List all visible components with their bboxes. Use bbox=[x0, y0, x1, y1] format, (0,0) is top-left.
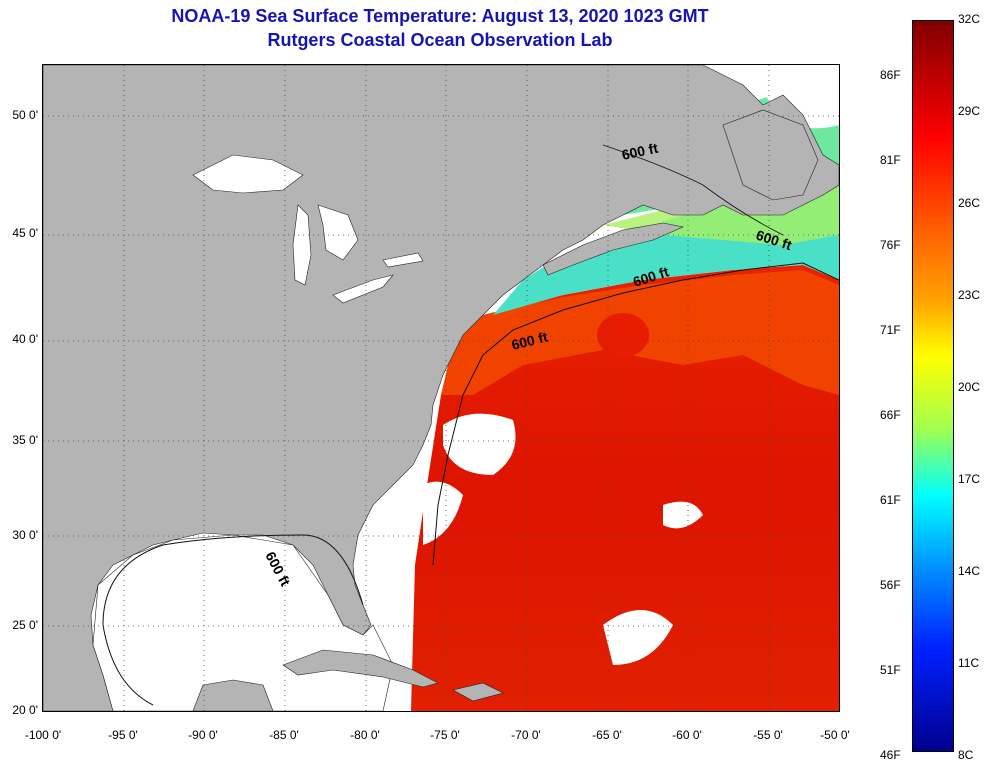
colorbar-fahrenheit-label: 46F bbox=[880, 748, 901, 762]
map-title: NOAA-19 Sea Surface Temperature: August … bbox=[171, 6, 709, 26]
ocean-sst-warm bbox=[411, 265, 839, 711]
lon-tick-label: -65 0' bbox=[592, 728, 622, 742]
map-subtitle: Rutgers Coastal Ocean Observation Lab bbox=[267, 30, 613, 50]
lon-tick-label: -55 0' bbox=[753, 728, 783, 742]
colorbar-celsius-label: 20C bbox=[958, 380, 981, 394]
cloud-patch bbox=[663, 501, 703, 529]
colorbar-fahrenheit-label: 66F bbox=[880, 408, 901, 422]
lon-tick-label: -95 0' bbox=[108, 728, 138, 742]
lat-tick-label: 35 0' bbox=[12, 433, 38, 447]
lat-tick-label: 25 0' bbox=[12, 618, 38, 632]
lon-tick-label: -60 0' bbox=[672, 728, 702, 742]
lon-tick-label: -75 0' bbox=[430, 728, 460, 742]
land-yucatan bbox=[192, 679, 274, 711]
warm-eddy bbox=[597, 313, 649, 357]
isobath-contour bbox=[432, 262, 839, 566]
land-hispaniola bbox=[452, 682, 504, 702]
colorbar-celsius-label: 8C bbox=[958, 748, 974, 762]
lon-tick-label: -70 0' bbox=[511, 728, 541, 742]
colorbar-fahrenheit-label: 76F bbox=[880, 238, 901, 252]
colorbar-celsius-label: 26C bbox=[958, 196, 981, 210]
lake-michigan bbox=[292, 204, 312, 286]
lon-tick-label: -90 0' bbox=[188, 728, 218, 742]
lat-tick-label: 45 0' bbox=[12, 226, 38, 240]
land-cuba bbox=[282, 649, 439, 688]
lake-huron bbox=[317, 204, 359, 261]
cloud-patch bbox=[443, 413, 516, 475]
cloud-patch bbox=[423, 481, 463, 545]
colorbar-celsius-label: 23C bbox=[958, 288, 981, 302]
isobath-label: 600 ft bbox=[620, 140, 659, 163]
lon-tick-label: -80 0' bbox=[350, 728, 380, 742]
lon-tick-label: -100 0' bbox=[24, 728, 62, 742]
sst-map[interactable]: 600 ft 600 ft 600 ft 600 ft 600 ft bbox=[42, 64, 840, 712]
land-newfoundland bbox=[722, 109, 819, 201]
colorbar-celsius-label: 32C bbox=[958, 12, 981, 26]
lon-tick-label: -85 0' bbox=[269, 728, 299, 742]
isobath-contour bbox=[602, 144, 784, 236]
colorbar-fahrenheit-label: 56F bbox=[880, 578, 901, 592]
colorbar-celsius-label: 14C bbox=[958, 564, 981, 578]
lake-erie bbox=[332, 274, 394, 304]
colorbar-fahrenheit-label: 51F bbox=[880, 663, 901, 677]
lat-tick-label: 30 0' bbox=[12, 528, 38, 542]
temperature-colorbar bbox=[912, 20, 954, 752]
lat-tick-label: 50 0' bbox=[12, 108, 38, 122]
lat-tick-label: 20 0' bbox=[12, 703, 38, 717]
land-north-america bbox=[43, 65, 839, 711]
colorbar-fahrenheit-label: 61F bbox=[880, 493, 901, 507]
cloud-patch bbox=[603, 610, 673, 665]
lon-tick-label: -50 0' bbox=[820, 728, 850, 742]
lake-ontario bbox=[382, 252, 424, 268]
isobath-contour bbox=[102, 534, 364, 706]
land-nova-scotia bbox=[542, 222, 684, 276]
colorbar-celsius-label: 29C bbox=[958, 104, 981, 118]
colorbar-celsius-label: 11C bbox=[958, 656, 980, 670]
colorbar-celsius-label: 17C bbox=[958, 472, 981, 486]
lake-superior bbox=[192, 154, 304, 194]
colorbar-fahrenheit-label: 71F bbox=[880, 323, 901, 337]
colorbar-fahrenheit-label: 86F bbox=[880, 68, 901, 82]
colorbar-fahrenheit-label: 81F bbox=[880, 153, 901, 167]
lat-tick-label: 40 0' bbox=[12, 332, 38, 346]
